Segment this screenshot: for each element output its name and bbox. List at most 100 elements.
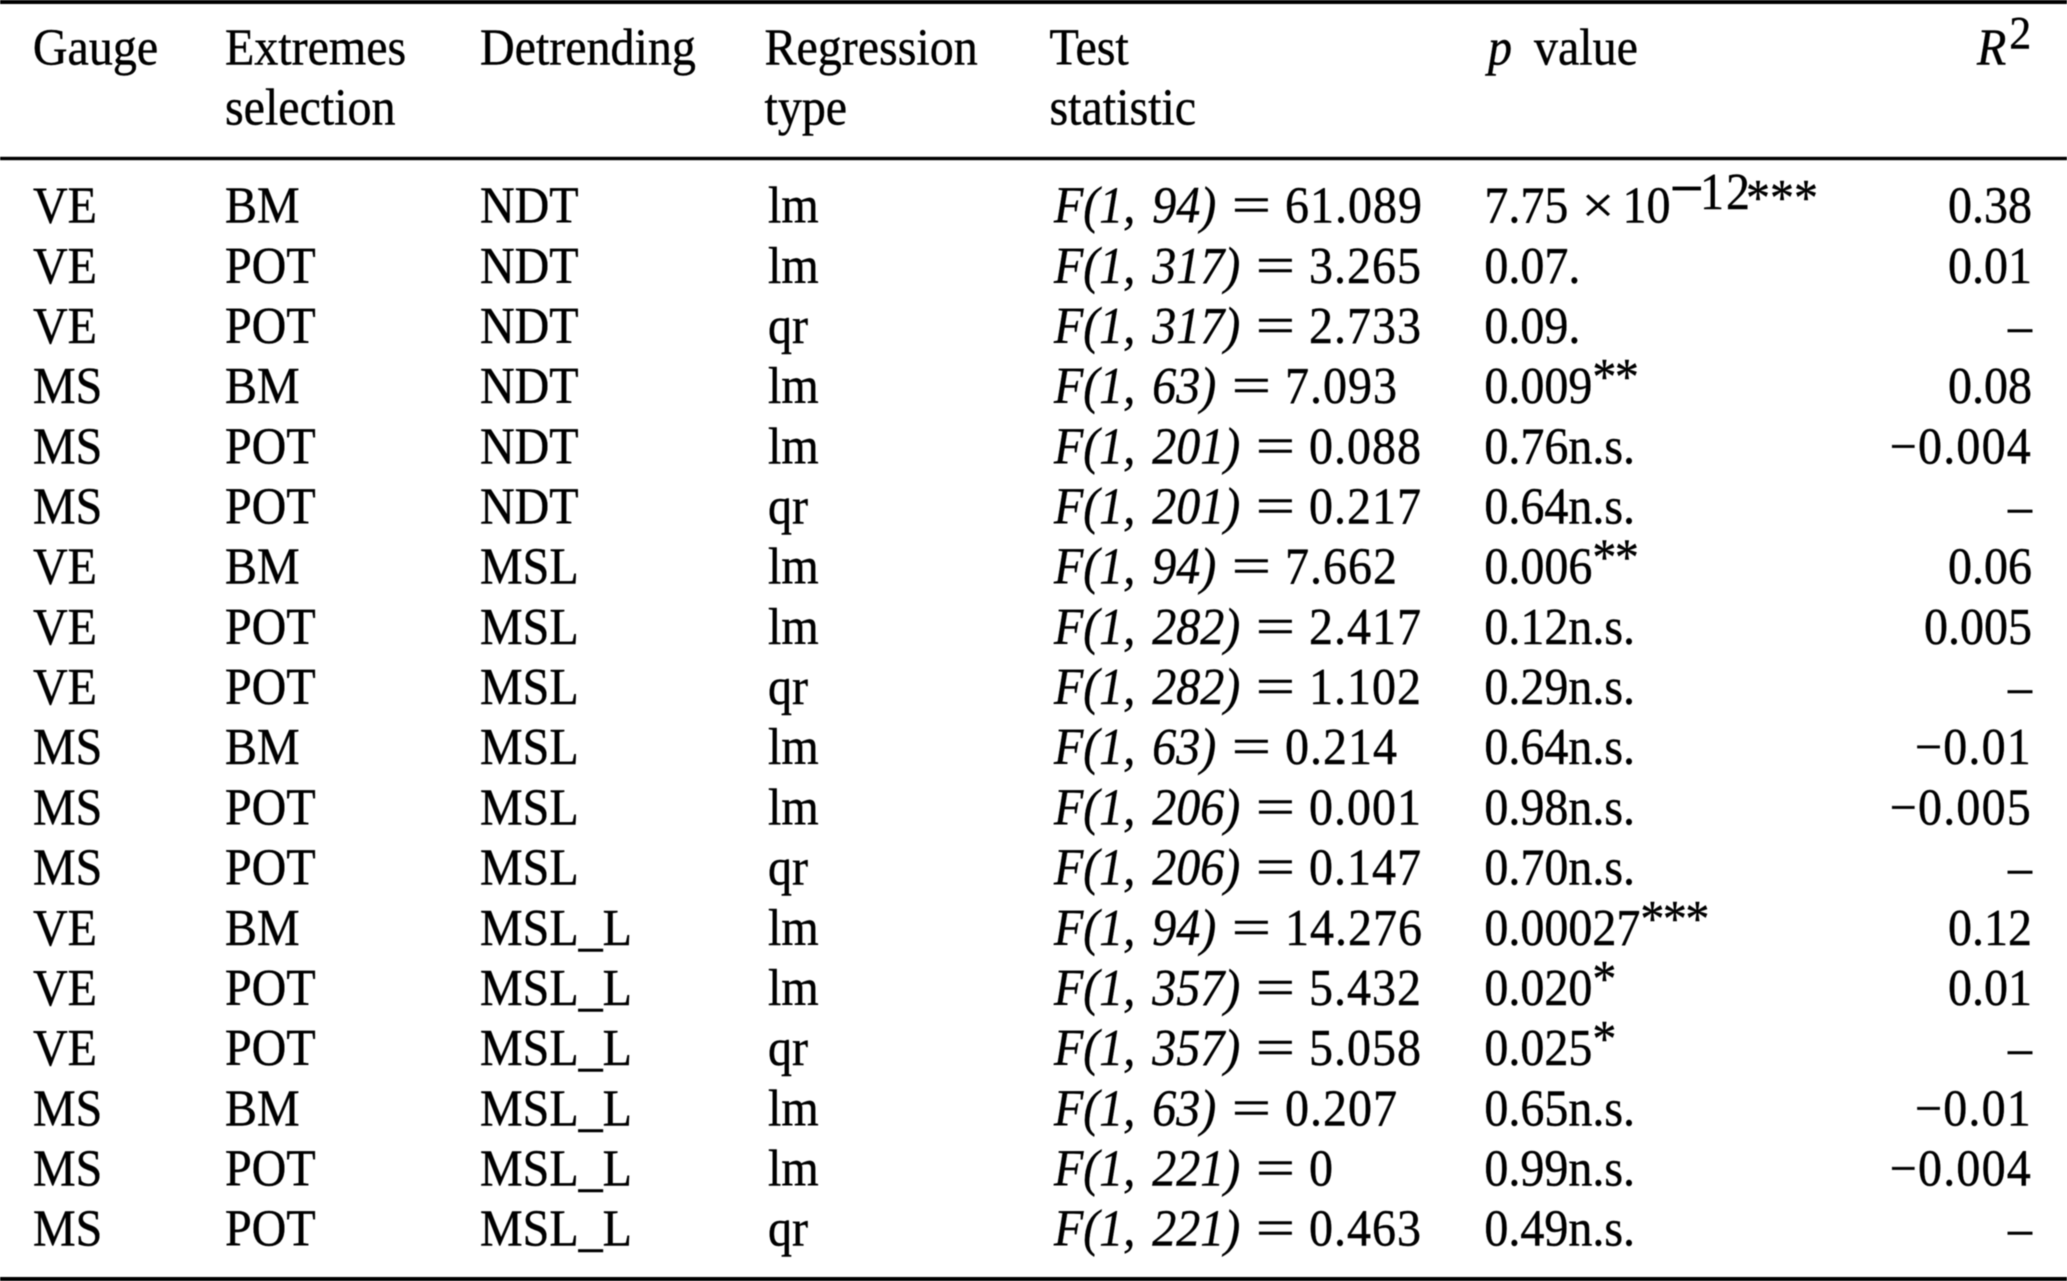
- svg-text:F(1,: F(1,: [1053, 1140, 1135, 1197]
- svg-text:61.089: 61.089: [1285, 177, 1423, 234]
- svg-text:MSL: MSL: [480, 598, 579, 655]
- svg-text:0.98n.s.: 0.98n.s.: [1484, 779, 1635, 836]
- svg-text:POT: POT: [225, 779, 316, 836]
- svg-text:F(1,: F(1,: [1053, 779, 1135, 836]
- svg-text:lm: lm: [768, 1080, 819, 1137]
- svg-text:F(1,: F(1,: [1053, 418, 1135, 475]
- svg-text:0.09.: 0.09.: [1484, 298, 1580, 355]
- svg-text:MS: MS: [33, 478, 102, 535]
- svg-text:selection: selection: [225, 79, 396, 136]
- svg-text:=: =: [1232, 899, 1271, 956]
- svg-text:lm: lm: [768, 959, 819, 1016]
- svg-text:0.64n.s.: 0.64n.s.: [1484, 719, 1635, 776]
- svg-text:MSL_L: MSL_L: [480, 959, 632, 1016]
- svg-text:VE: VE: [33, 177, 97, 234]
- svg-text:0.147: 0.147: [1309, 839, 1422, 896]
- svg-text:0.38: 0.38: [1948, 177, 2032, 234]
- svg-text:F(1,: F(1,: [1053, 839, 1135, 896]
- svg-text:=: =: [1256, 779, 1295, 836]
- svg-text:282): 282): [1152, 659, 1240, 716]
- svg-text:0.12: 0.12: [1948, 899, 2032, 956]
- svg-text:F(1,: F(1,: [1053, 478, 1135, 535]
- svg-text:0.001: 0.001: [1309, 779, 1422, 836]
- svg-text:lm: lm: [768, 418, 819, 475]
- svg-text:POT: POT: [225, 298, 316, 355]
- svg-text:=: =: [1256, 599, 1295, 656]
- svg-text:lm: lm: [768, 779, 819, 836]
- svg-text:F(1,: F(1,: [1053, 598, 1135, 655]
- svg-text:BM: BM: [225, 538, 300, 595]
- svg-text:−0.004: −0.004: [1890, 418, 2032, 475]
- svg-text:MSL: MSL: [480, 839, 579, 896]
- svg-text:=: =: [1232, 358, 1271, 415]
- svg-text:206): 206): [1152, 839, 1240, 896]
- svg-text:221): 221): [1152, 1200, 1240, 1257]
- svg-text:**: **: [1592, 349, 1637, 406]
- svg-text:qr: qr: [768, 298, 808, 355]
- svg-text:***: ***: [1746, 170, 1818, 227]
- svg-text:0.65n.s.: 0.65n.s.: [1484, 1080, 1635, 1137]
- svg-text:BM: BM: [225, 358, 300, 415]
- svg-text:0.025: 0.025: [1484, 1020, 1592, 1077]
- svg-text:=: =: [1232, 538, 1271, 595]
- svg-text:0.49n.s.: 0.49n.s.: [1484, 1200, 1635, 1257]
- svg-text:357): 357): [1151, 959, 1240, 1016]
- svg-text:0.01: 0.01: [1948, 237, 2032, 294]
- svg-text:0.088: 0.088: [1309, 418, 1422, 475]
- svg-text:5.432: 5.432: [1309, 959, 1422, 1016]
- svg-text:POT: POT: [225, 959, 316, 1016]
- svg-text:MSL_L: MSL_L: [480, 1080, 632, 1137]
- svg-text:−0.004: −0.004: [1890, 1140, 2032, 1197]
- svg-text:0.020: 0.020: [1484, 959, 1592, 1016]
- svg-text:F(1,: F(1,: [1053, 659, 1135, 716]
- svg-text:lm: lm: [768, 899, 819, 956]
- svg-text:×: ×: [1582, 176, 1614, 233]
- svg-text:10: 10: [1623, 177, 1671, 234]
- svg-text:MS: MS: [33, 779, 102, 836]
- svg-text:NDT: NDT: [480, 418, 579, 475]
- svg-text:0.207: 0.207: [1285, 1080, 1398, 1137]
- svg-text:F(1,: F(1,: [1053, 959, 1135, 1016]
- svg-text:lm: lm: [768, 177, 819, 234]
- svg-text:POT: POT: [225, 418, 316, 475]
- svg-text:NDT: NDT: [480, 177, 579, 234]
- svg-text:lm: lm: [768, 358, 819, 415]
- svg-text:−0.01: −0.01: [1915, 1080, 2032, 1137]
- svg-text:NDT: NDT: [480, 358, 579, 415]
- svg-text:3.265: 3.265: [1309, 237, 1422, 294]
- svg-text:0: 0: [1309, 1140, 1334, 1197]
- svg-text:VE: VE: [33, 598, 97, 655]
- svg-text:–: –: [2007, 839, 2033, 896]
- svg-text:MS: MS: [33, 418, 102, 475]
- svg-text:0.08: 0.08: [1948, 358, 2032, 415]
- svg-text:MS: MS: [33, 839, 102, 896]
- svg-text:=: =: [1256, 839, 1295, 896]
- svg-text:BM: BM: [225, 899, 300, 956]
- svg-text:14.276: 14.276: [1285, 899, 1423, 956]
- svg-text:F(1,: F(1,: [1053, 899, 1135, 956]
- svg-text:206): 206): [1152, 779, 1240, 836]
- svg-text:7.093: 7.093: [1285, 358, 1398, 415]
- svg-text:63): 63): [1152, 719, 1216, 776]
- svg-text:R2: R2: [1976, 6, 2031, 76]
- svg-text:MS: MS: [33, 719, 102, 776]
- svg-text:lm: lm: [768, 538, 819, 595]
- svg-text:NDT: NDT: [480, 298, 579, 355]
- svg-text:lm: lm: [768, 237, 819, 294]
- svg-text:0.01: 0.01: [1948, 959, 2032, 1016]
- svg-text:type: type: [765, 79, 848, 136]
- svg-text:0.29n.s.: 0.29n.s.: [1484, 659, 1635, 716]
- svg-text:0.006: 0.006: [1484, 538, 1592, 595]
- svg-text:F(1,: F(1,: [1053, 1200, 1135, 1257]
- svg-text:F(1,: F(1,: [1053, 719, 1135, 776]
- svg-text:0.07.: 0.07.: [1484, 237, 1580, 294]
- svg-text:317): 317): [1151, 298, 1240, 355]
- svg-text:–: –: [2007, 298, 2033, 355]
- svg-text:0.06: 0.06: [1948, 538, 2032, 595]
- svg-text:2.733: 2.733: [1309, 298, 1422, 355]
- svg-text:MS: MS: [33, 1200, 102, 1257]
- svg-text:qr: qr: [768, 478, 808, 535]
- svg-text:F(1,: F(1,: [1053, 358, 1135, 415]
- svg-text:Gauge: Gauge: [33, 19, 158, 76]
- svg-text:0.64n.s.: 0.64n.s.: [1484, 478, 1635, 535]
